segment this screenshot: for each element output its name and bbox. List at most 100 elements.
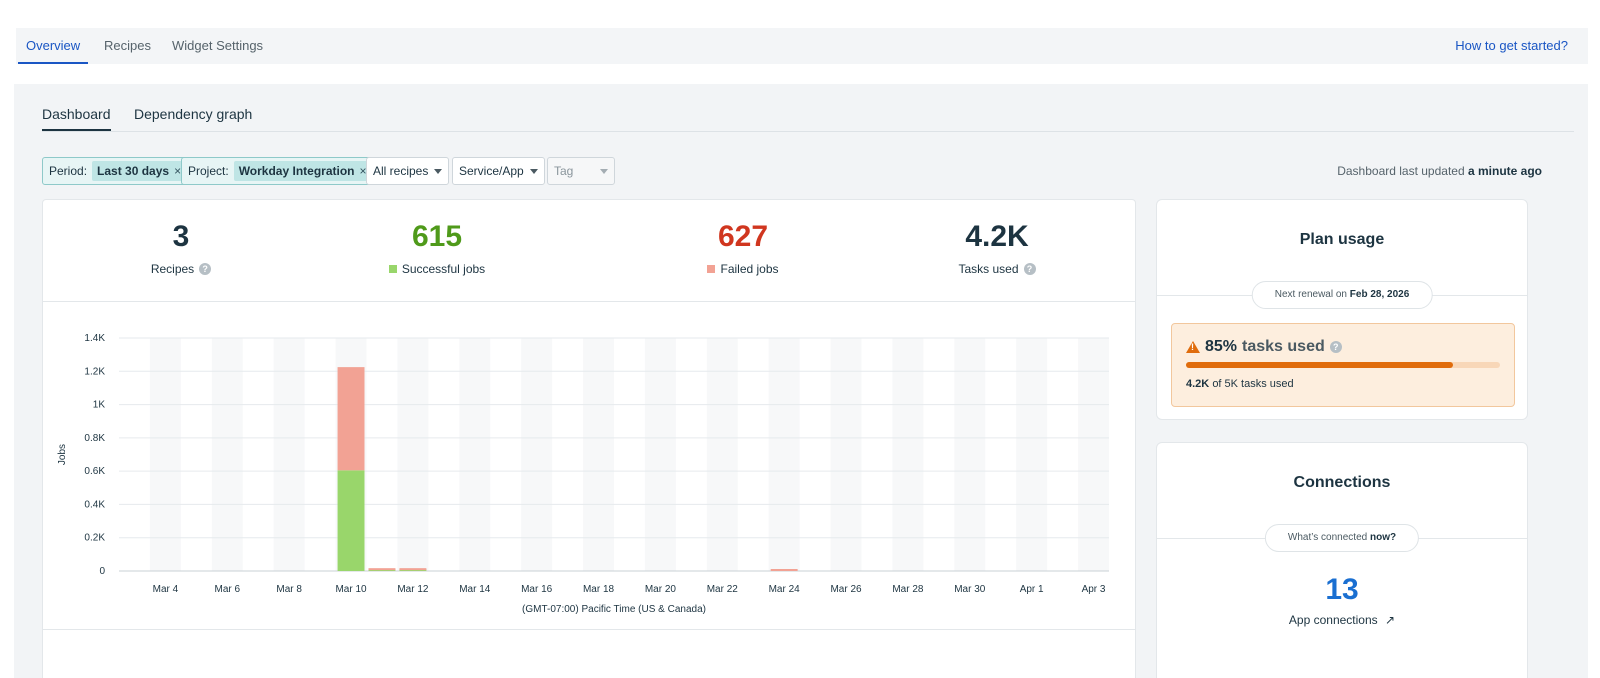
x-tick-label: Mar 10 <box>335 584 367 595</box>
tag-dropdown-placeholder: Tag <box>554 164 574 178</box>
chart-day-band <box>1016 338 1048 571</box>
stat-tasks-label: Tasks used <box>958 262 1019 276</box>
remove-project-icon[interactable]: × <box>359 164 367 178</box>
tag-dropdown[interactable]: Tag <box>547 157 615 185</box>
stat-failed-value: 627 <box>717 220 769 253</box>
tab-widget-settings[interactable]: Widget Settings <box>172 38 264 53</box>
usage-header: 85% tasks used ? <box>1186 338 1342 356</box>
tasks-usage-box: 85% tasks used ? 4.2K of 5K tasks used <box>1171 323 1515 407</box>
x-tick-label: Mar 20 <box>645 584 677 595</box>
x-tick-label: Mar 18 <box>583 584 615 595</box>
y-tick-label: 0.2K <box>84 533 105 544</box>
chart-day-band <box>211 338 243 571</box>
stat-tasks-used: 4.2K Tasks used ? <box>887 220 1107 276</box>
chart-day-band <box>459 338 491 571</box>
y-tick-label: 1.2K <box>84 366 105 377</box>
recipes-dropdown-value: All recipes <box>373 164 429 178</box>
jobs-chart: 0 0.2K 0.4K 0.6K 0.8K 1K 1.2K 1.4K Jobs Mar 4 Mar … <box>43 303 1135 633</box>
chevron-down-icon <box>529 168 538 174</box>
renewal-date: Feb 28, 2026 <box>1349 289 1410 300</box>
bar-failed-jobs <box>399 568 427 571</box>
bar-failed-jobs <box>368 568 396 571</box>
last-updated-time: a minute ago <box>1467 164 1542 178</box>
usage-percent: 85% <box>1205 338 1238 355</box>
chart-day-band <box>892 338 924 571</box>
tab-overview[interactable]: Overview <box>17 28 89 64</box>
bar-failed-jobs <box>337 367 365 471</box>
project-filter-value-box: Workday Integration × <box>233 161 372 181</box>
chevron-down-icon <box>434 168 443 174</box>
project-filter-chip[interactable]: Project: Workday Integration × <box>181 157 379 185</box>
stat-successful-label-row: Successful jobs <box>327 262 547 276</box>
usage-progress-bar <box>1186 362 1500 368</box>
external-link-icon: ↗ <box>1385 613 1396 627</box>
chart-day-band <box>768 338 800 571</box>
jobs-bar-chart: 0 0.2K 0.4K 0.6K 0.8K 1K 1.2K 1.4K Jobs Mar 4 Mar … <box>57 333 1109 615</box>
whats-connected-now: now? <box>1369 532 1397 543</box>
app-connections-link[interactable]: App connections ↗ <box>1157 613 1527 627</box>
stat-recipes-label: Recipes <box>150 262 195 276</box>
chart-day-band <box>830 338 862 571</box>
stat-recipes-value: 3 <box>172 220 190 253</box>
help-icon[interactable]: ? <box>1023 263 1036 275</box>
tab-dependency-graph[interactable]: Dependency graph <box>134 106 253 122</box>
x-tick-label: Mar 28 <box>892 584 924 595</box>
x-tick-label: Mar 30 <box>954 584 986 595</box>
usage-tasks-used-label: tasks used <box>1242 338 1325 355</box>
whats-connected-pill[interactable]: What’s connected now? <box>1264 524 1420 552</box>
sub-tab-bar: Dashboard Dependency graph <box>42 100 1574 132</box>
stat-failed-jobs: 627 Failed jobs <box>633 220 853 276</box>
chart-day-band <box>1078 338 1109 571</box>
x-tick-label: Mar 22 <box>707 584 739 595</box>
x-tick-label: Mar 12 <box>397 584 429 595</box>
x-tick-label: Mar 24 <box>769 584 801 595</box>
tab-recipes[interactable]: Recipes <box>104 38 151 53</box>
recipes-dropdown[interactable]: All recipes <box>366 157 450 185</box>
bar-successful-jobs <box>337 470 365 571</box>
x-tick-label: Mar 6 <box>215 584 241 595</box>
x-tick-label: Mar 4 <box>153 584 179 595</box>
y-tick-label: 0.8K <box>84 433 105 444</box>
chart-day-band <box>706 338 738 571</box>
success-legend-swatch <box>388 265 397 273</box>
period-filter-label: Period: <box>49 164 88 178</box>
x-tick-label: Apr 1 <box>1020 584 1044 595</box>
chevron-down-icon <box>600 168 608 174</box>
y-tick-label: 0 <box>99 566 105 577</box>
how-to-get-started-link[interactable]: How to get started? <box>1455 38 1568 53</box>
renewal-prefix: Next renewal on <box>1274 289 1347 300</box>
usage-progress-fill <box>1186 362 1453 368</box>
app-connections-count: 13 <box>1325 573 1359 606</box>
help-icon[interactable]: ? <box>199 263 212 275</box>
y-tick-label: 1K <box>93 400 106 411</box>
service-app-dropdown[interactable]: Service/App <box>452 157 545 185</box>
x-tick-label: Mar 16 <box>521 584 553 595</box>
period-filter-value-box: Last 30 days × <box>92 161 187 181</box>
stat-recipes: 3 Recipes ? <box>71 220 291 276</box>
usage-detail: 4.2K of 5K tasks used <box>1186 378 1294 390</box>
chart-day-band <box>397 338 429 571</box>
remove-period-icon[interactable]: × <box>174 164 182 178</box>
x-tick-label: Mar 14 <box>459 584 491 595</box>
connections-card: Connections What’s connected now? 13 App… <box>1156 442 1528 678</box>
y-tick-label: 0.4K <box>84 499 105 510</box>
bar-failed-jobs <box>770 569 798 571</box>
service-app-dropdown-value: Service/App <box>459 164 524 178</box>
help-icon[interactable]: ? <box>1329 341 1342 353</box>
plan-usage-card: Plan usage Next renewal on Feb 28, 2026 … <box>1156 199 1528 420</box>
dashboard-last-updated: Dashboard last updated a minute ago <box>1337 164 1542 178</box>
tab-dashboard[interactable]: Dashboard <box>42 106 111 131</box>
stat-failed-label-row: Failed jobs <box>633 262 853 276</box>
project-filter-label: Project: <box>188 164 229 178</box>
stat-tasks-label-row: Tasks used ? <box>887 262 1107 276</box>
dashboard-workspace: Dashboard Dependency graph Period: Last … <box>14 84 1588 678</box>
x-tick-label: Mar 26 <box>830 584 862 595</box>
usage-amount: 4.2K <box>1186 378 1210 390</box>
failed-legend-swatch <box>707 265 716 273</box>
x-axis-label: (GMT-07:00) Pacific Time (US & Canada) <box>522 604 706 615</box>
period-filter-chip[interactable]: Period: Last 30 days × <box>42 157 194 185</box>
stat-failed-label: Failed jobs <box>720 262 779 276</box>
whats-connected-prefix: What’s connected <box>1287 532 1368 543</box>
top-tab-bar: Overview Recipes Widget Settings How to … <box>16 28 1588 64</box>
plan-usage-title: Plan usage <box>1299 231 1385 248</box>
